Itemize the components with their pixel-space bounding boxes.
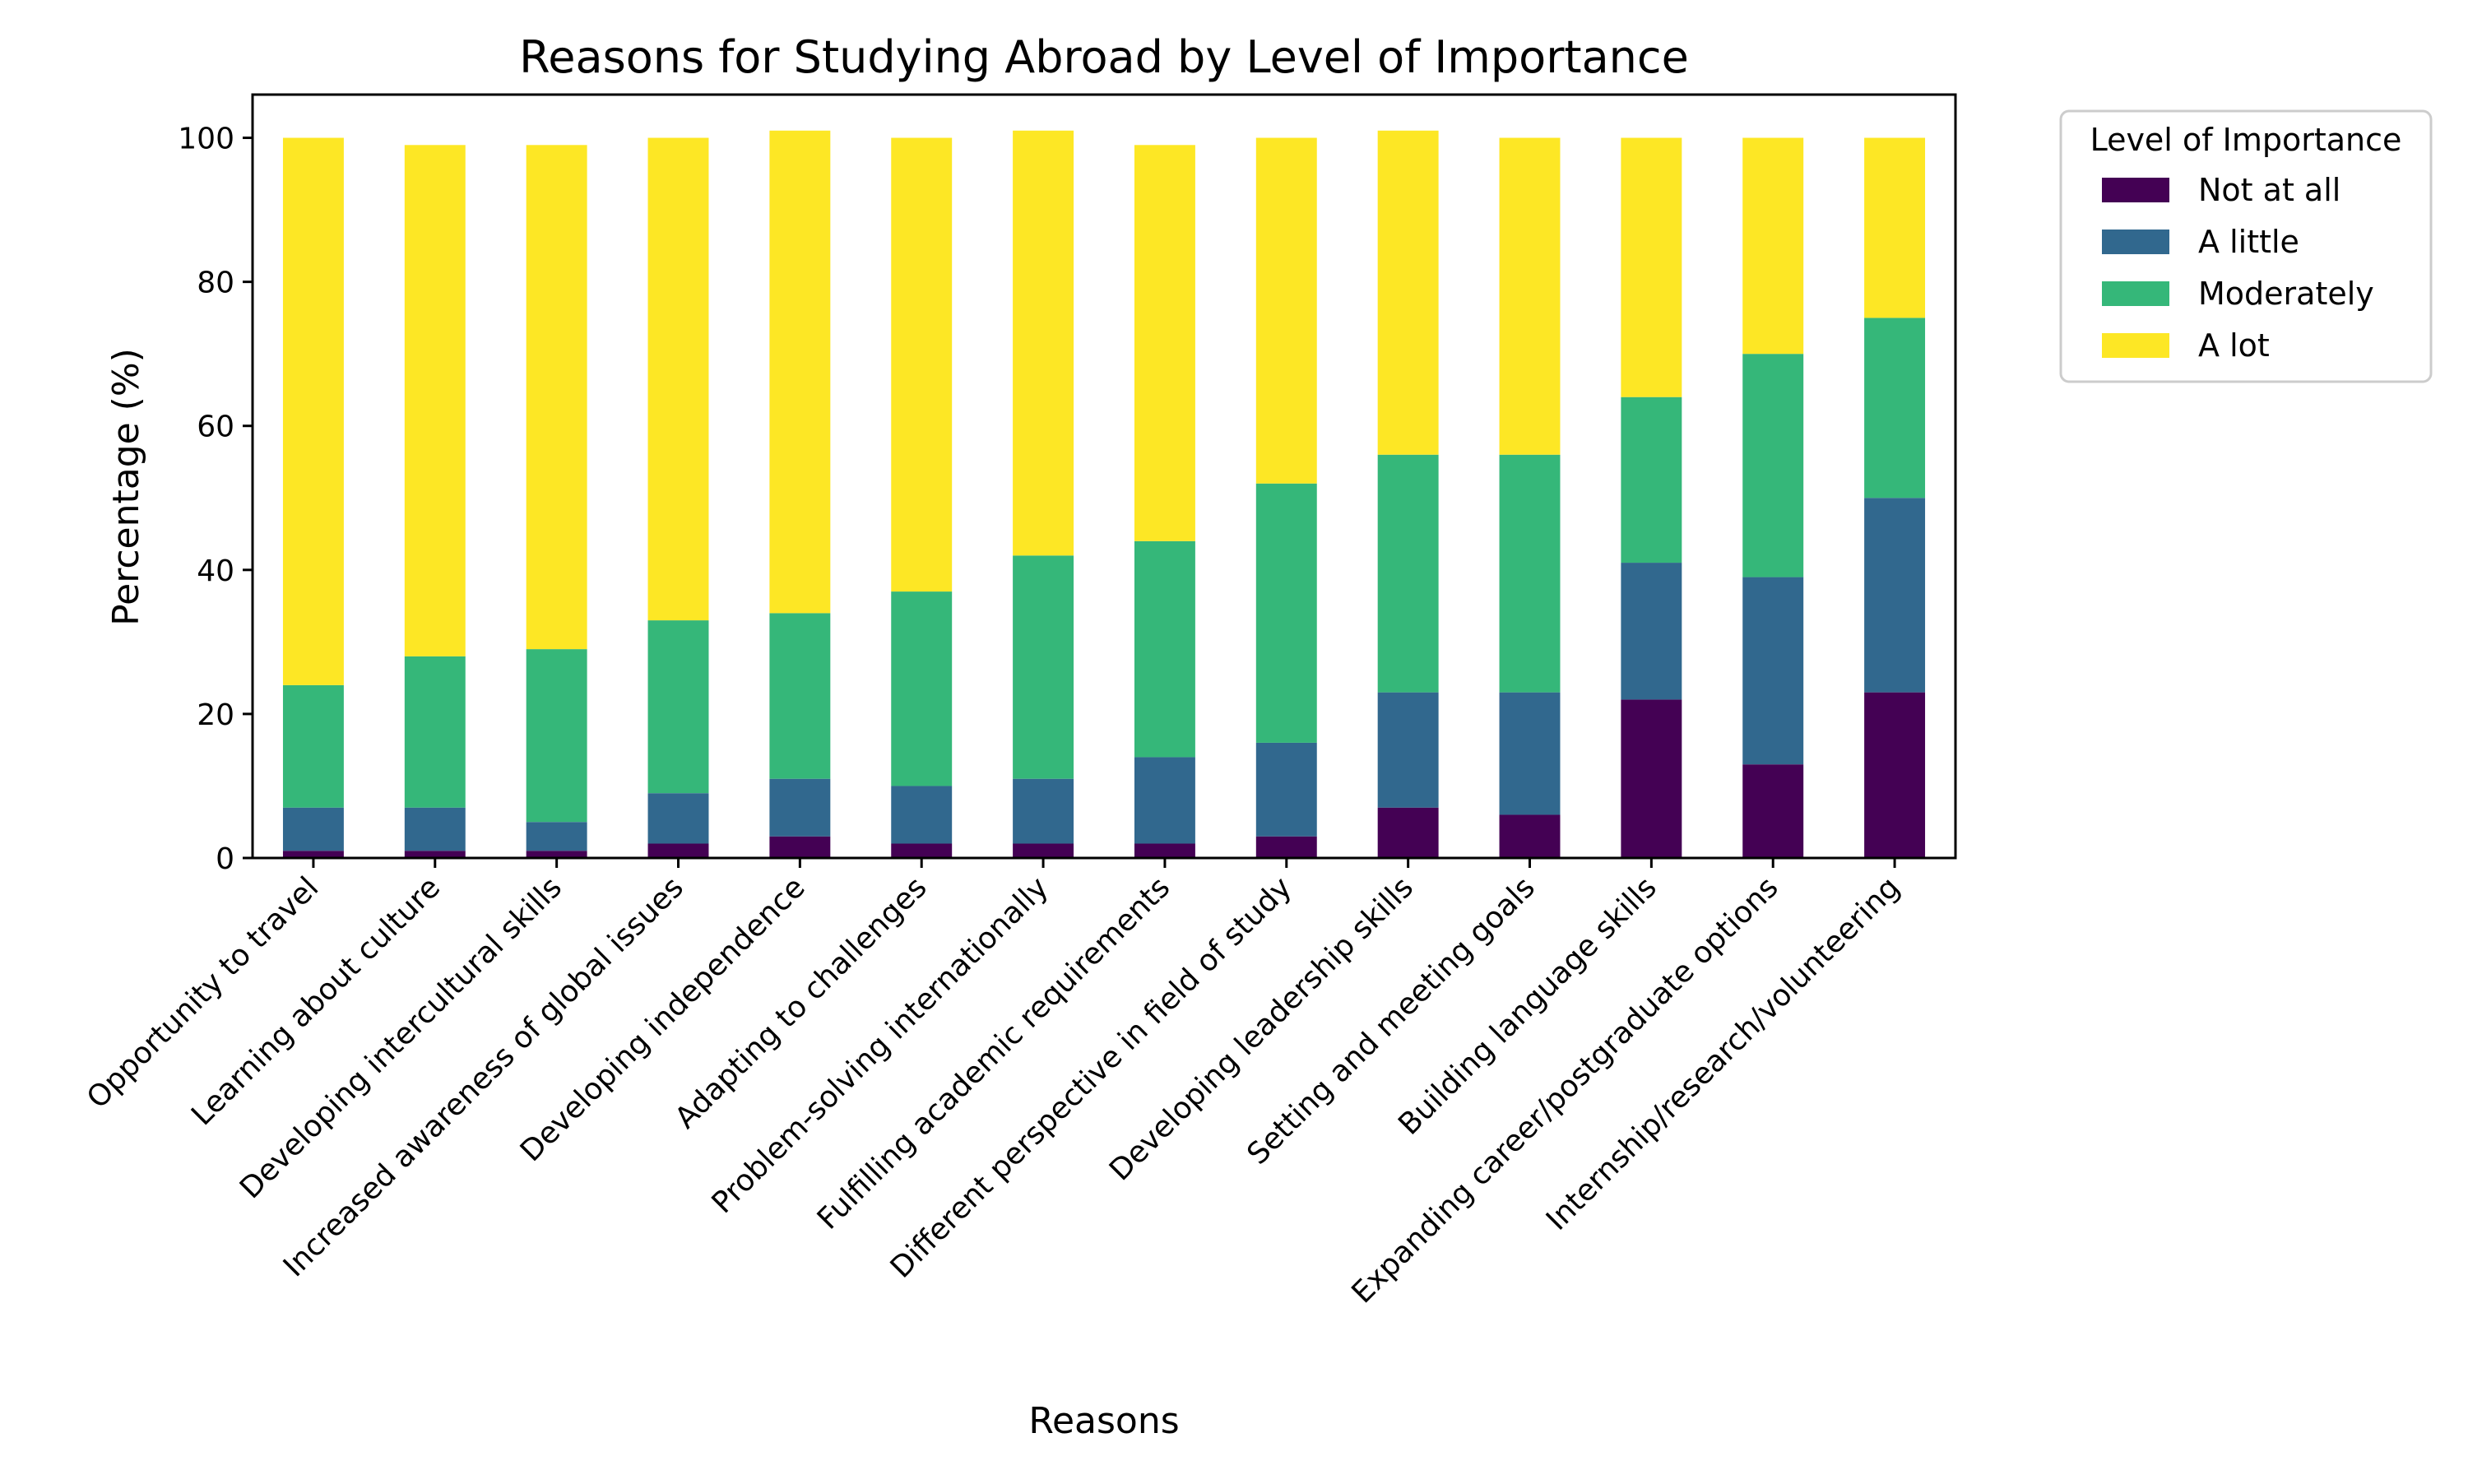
x-axis-label: Reasons: [1028, 1400, 1179, 1442]
bar-segment-4-1: [647, 843, 709, 858]
bar-segment-9-1: [1255, 836, 1317, 858]
bar-segment-3-4: [526, 145, 587, 650]
bar-segment-6-3: [891, 591, 953, 786]
bar-segment-3-2: [526, 822, 587, 851]
bar-segment-6-1: [891, 843, 953, 858]
bar-segment-11-4: [1499, 137, 1561, 455]
bar-segment-9-4: [1255, 137, 1317, 484]
bar-segment-8-4: [1134, 145, 1195, 541]
bar-segment-2-1: [404, 851, 466, 858]
chart-title: Reasons for Studying Abroad by Level of …: [519, 31, 1689, 83]
y-tick-label: 0: [216, 842, 234, 876]
y-tick-label: 60: [197, 410, 234, 444]
bar-segment-4-2: [647, 793, 709, 844]
bar-segment-9-3: [1255, 483, 1317, 743]
bar-segment-1-1: [282, 851, 344, 858]
y-tick-label: 40: [197, 554, 234, 588]
bar-segment-14-3: [1864, 318, 1926, 499]
bar-segment-8-2: [1134, 757, 1195, 844]
bar-segment-13-1: [1742, 764, 1804, 858]
bar-segment-3-3: [526, 649, 587, 823]
legend-label-3: Moderately: [2198, 276, 2374, 312]
bar-segment-7-4: [1013, 130, 1074, 556]
bar-segment-9-2: [1255, 742, 1317, 837]
legend-label-4: A lot: [2198, 327, 2270, 364]
bar-segment-14-2: [1864, 498, 1926, 693]
bar-segment-1-4: [282, 137, 344, 685]
bar-segment-4-4: [647, 137, 709, 621]
bar-segment-8-3: [1134, 540, 1195, 758]
bar-segment-12-1: [1621, 699, 1682, 858]
bar-segment-8-1: [1134, 843, 1195, 858]
bar-segment-6-2: [891, 786, 953, 844]
y-tick-label: 20: [197, 698, 234, 732]
legend-label-2: A little: [2198, 224, 2299, 260]
legend-swatch-1: [2102, 178, 2169, 202]
bar-segment-12-2: [1621, 563, 1682, 700]
bar-segment-10-1: [1377, 807, 1439, 858]
y-tick-label: 100: [178, 123, 234, 156]
legend-label-1: Not at all: [2198, 172, 2340, 208]
bar-segment-1-2: [282, 807, 344, 851]
bar-segment-6-4: [891, 137, 953, 592]
bar-segment-10-4: [1377, 130, 1439, 455]
bar-segment-7-1: [1013, 843, 1074, 858]
bar-segment-5-3: [769, 613, 831, 779]
bar-segment-13-3: [1742, 354, 1804, 577]
bar-segment-13-4: [1742, 137, 1804, 355]
y-tick-label: 80: [197, 267, 234, 300]
bar-segment-4-3: [647, 620, 709, 794]
bar-segment-12-4: [1621, 137, 1682, 397]
bar-segment-5-2: [769, 778, 831, 837]
bar-segment-11-2: [1499, 692, 1561, 815]
bar-segment-2-4: [404, 145, 466, 656]
bar-segment-2-3: [404, 656, 466, 808]
bar-segment-14-4: [1864, 137, 1926, 318]
legend-swatch-4: [2102, 333, 2169, 358]
bars-group: [282, 130, 1926, 858]
bar-segment-5-4: [769, 130, 831, 614]
bar-segment-1-3: [282, 684, 344, 808]
bar-segment-3-1: [526, 851, 587, 858]
y-axis-label: Percentage (%): [105, 348, 147, 626]
bar-segment-7-3: [1013, 555, 1074, 779]
legend-swatch-2: [2102, 230, 2169, 254]
legend-title: Level of Importance: [2090, 122, 2402, 158]
bar-segment-7-2: [1013, 778, 1074, 844]
bar-segment-10-3: [1377, 454, 1439, 693]
bar-segment-14-1: [1864, 692, 1926, 858]
bar-segment-10-2: [1377, 692, 1439, 808]
bar-segment-12-3: [1621, 397, 1682, 563]
bar-segment-13-2: [1742, 577, 1804, 765]
bar-segment-11-3: [1499, 454, 1561, 693]
legend-swatch-3: [2102, 281, 2169, 306]
bar-segment-11-1: [1499, 814, 1561, 858]
legend-entries: Not at all A little Moderately A lot: [2102, 172, 2374, 364]
bar-segment-2-2: [404, 807, 466, 851]
plot-frame: [251, 93, 1957, 860]
bar-segment-5-1: [769, 836, 831, 858]
legend: Level of Importance Not at all A little Mo…: [2059, 109, 2433, 383]
